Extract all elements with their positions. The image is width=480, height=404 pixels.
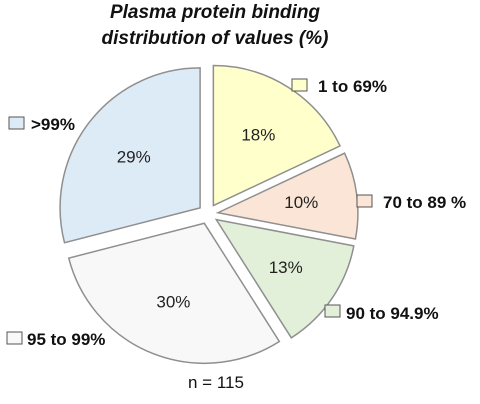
chart-title: Plasma protein binding distribution of v…: [0, 0, 430, 52]
slice-value-label: 29%: [117, 147, 151, 166]
slice-category-label: 70 to 89 %: [383, 193, 466, 212]
slice-value-label: 30%: [156, 292, 190, 311]
slice-category-label: 1 to 69%: [318, 77, 387, 96]
slice-category-label: 95 to 99%: [27, 330, 105, 349]
sample-size-note: n = 115: [188, 373, 244, 392]
legend-swatch: [6, 331, 23, 345]
legend-swatch: [356, 194, 373, 208]
slice-category-label: >99%: [31, 115, 75, 134]
chart-title-line-1: Plasma protein binding: [109, 2, 321, 23]
legend-swatch: [291, 78, 308, 92]
chart-title-line-2: distribution of values (%): [101, 28, 329, 49]
pie-slice: [214, 218, 355, 339]
pie-slice: [59, 67, 201, 244]
pie-slice: [212, 64, 342, 207]
legend-swatch: [324, 304, 341, 318]
slice-value-label: 18%: [241, 126, 275, 145]
pie-slice: [67, 222, 281, 365]
legend-swatch: [8, 116, 25, 130]
slice-value-label: 10%: [284, 193, 318, 212]
slice-category-label: 90 to 94.9%: [346, 304, 439, 323]
slice-value-label: 13%: [269, 258, 303, 277]
